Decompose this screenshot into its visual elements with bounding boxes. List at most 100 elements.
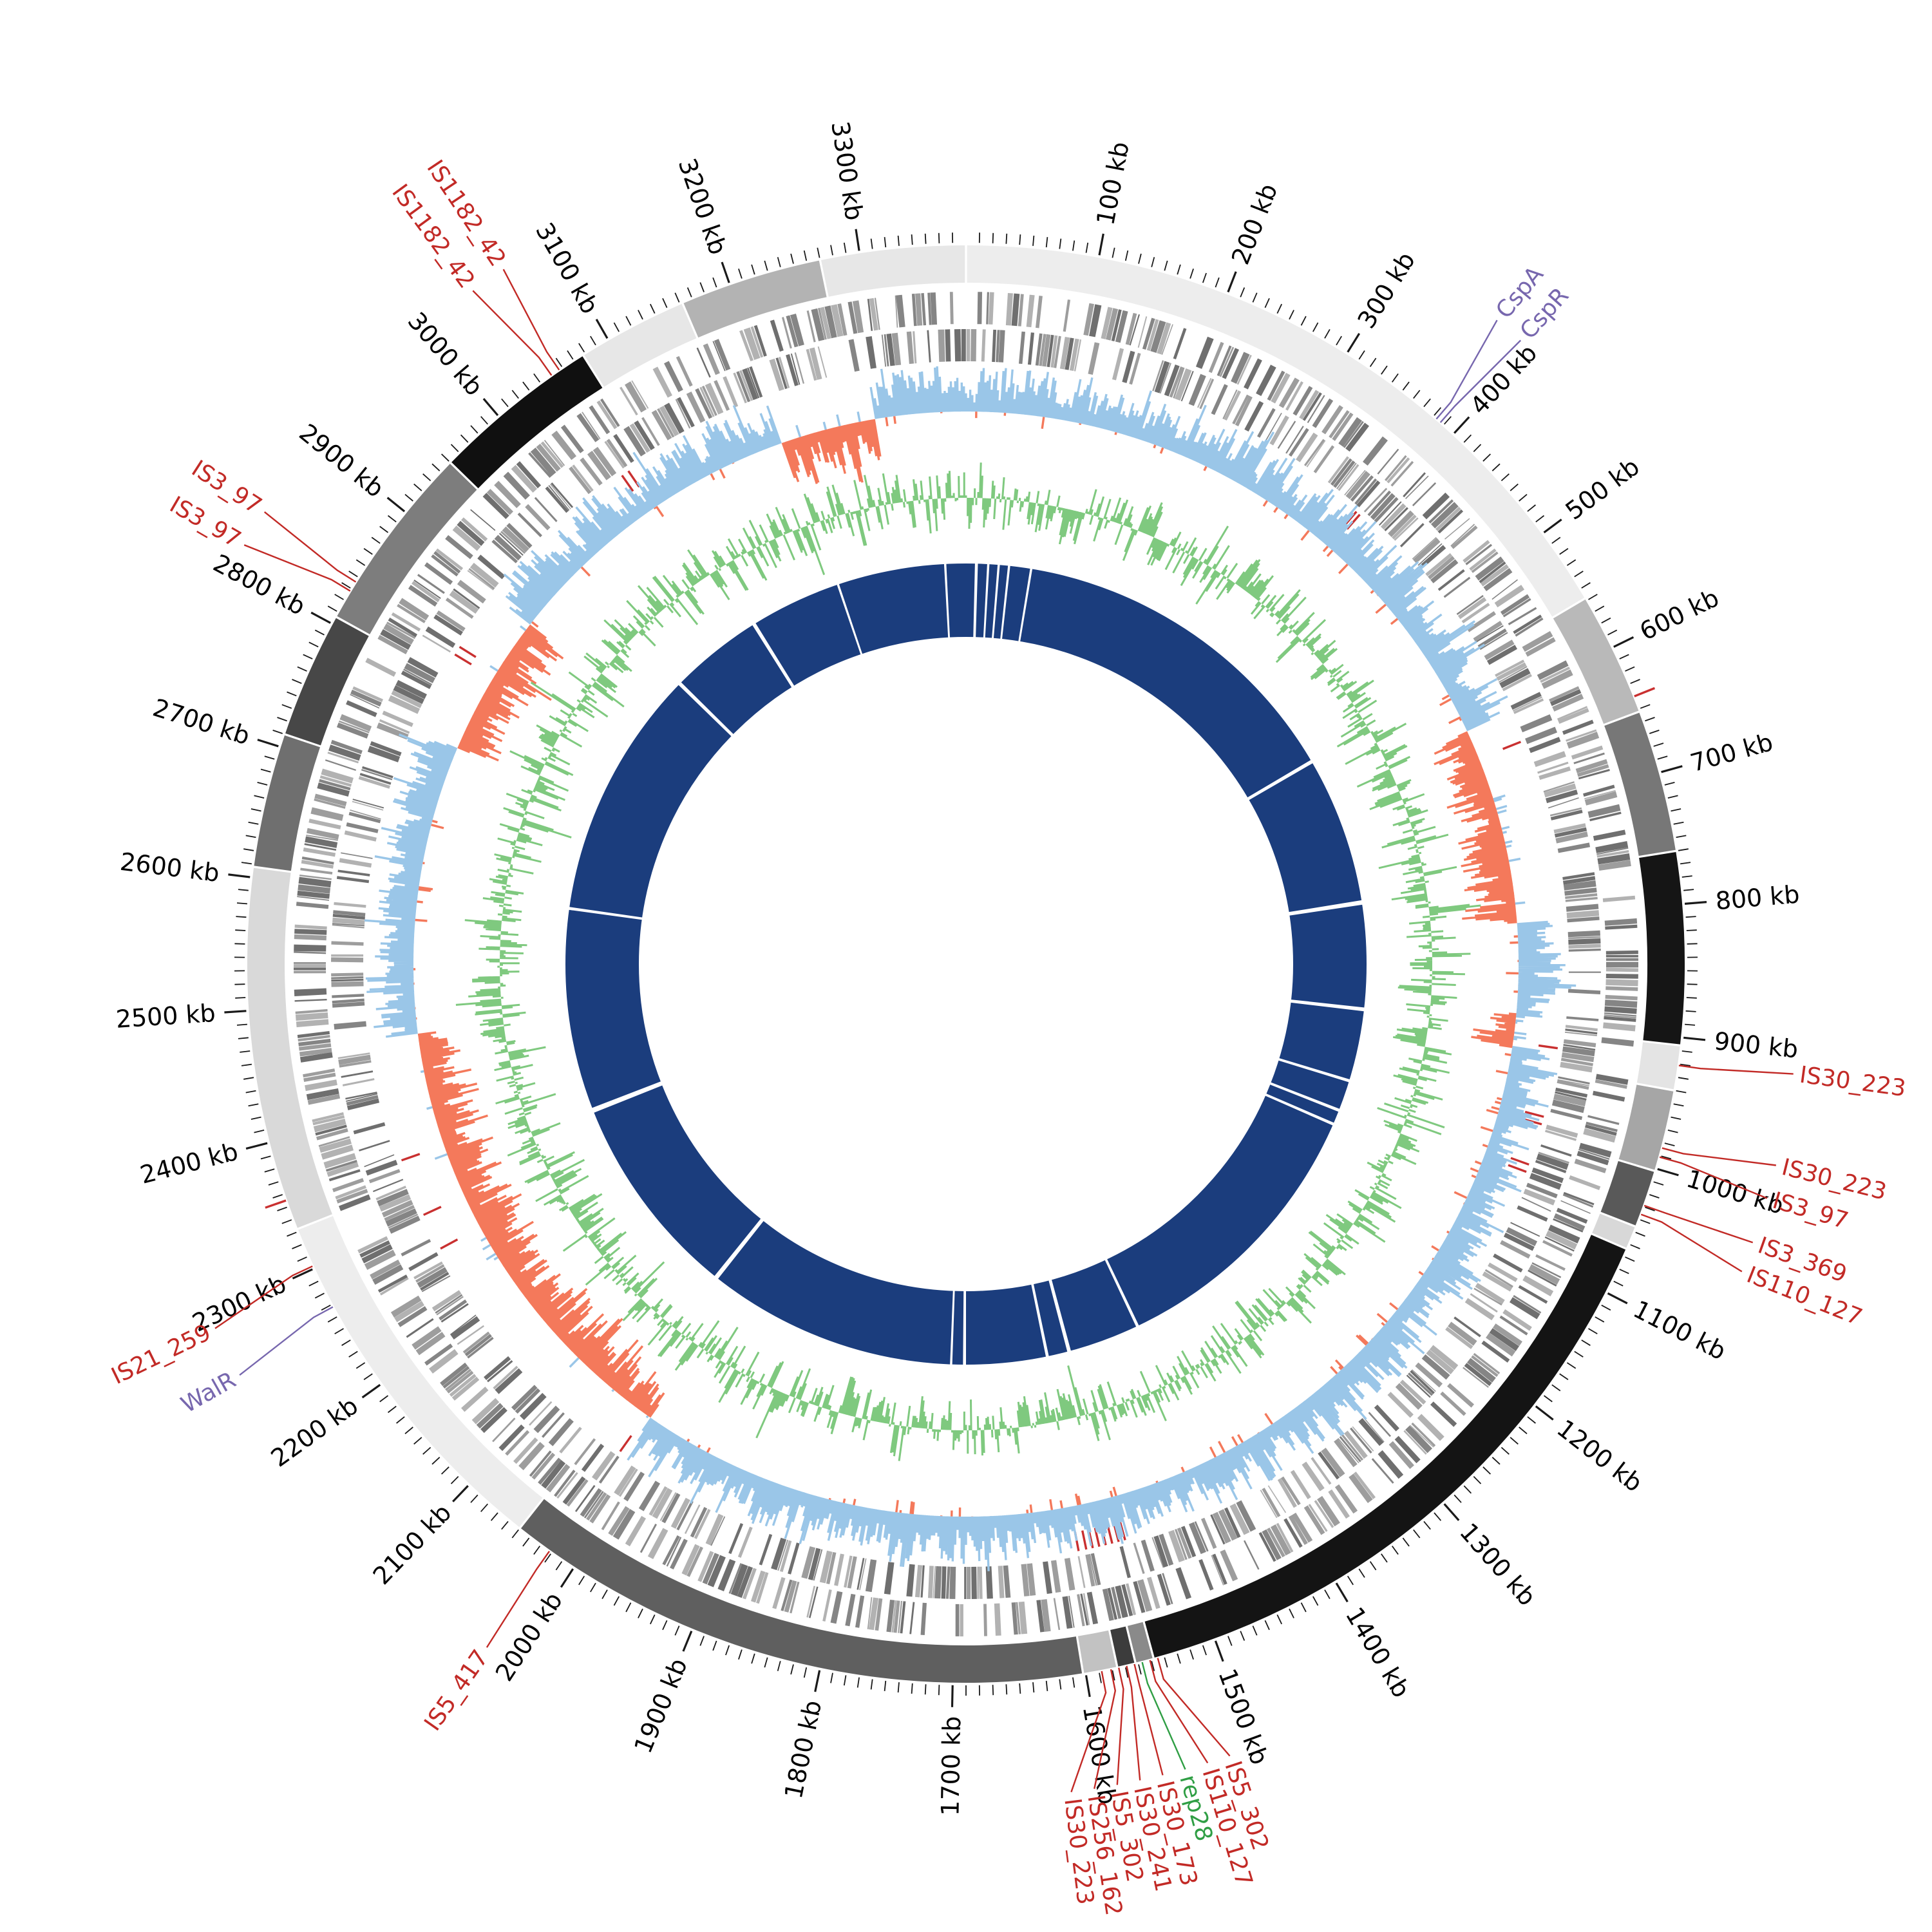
contig-segment [298,1216,543,1528]
label-leader-line [1662,1147,1776,1166]
core-ring-gap [991,562,1000,641]
label-leader-line [1070,1671,1107,1793]
label-leader-line [486,1551,550,1648]
label-leader-line [472,290,553,376]
core-ring-gap [943,561,951,640]
axis-label: 1500 kb [1213,1665,1274,1768]
core-ring [565,561,1367,1368]
gene-label: IS5_417 [419,1645,494,1736]
label-leader-line [1157,1658,1231,1757]
contig-segment [1592,1213,1635,1248]
cds-blocks [293,293,1638,1634]
contig-segment [821,245,965,297]
gc-content-track [455,462,1481,1461]
axis-label: 300 kb [1352,247,1421,333]
axis-label: 2600 kb [118,848,221,887]
label-leader-line [243,544,351,592]
core-ring-gap [751,621,796,690]
axis-label: 3100 kb [530,218,604,318]
label-leader-line [1643,1204,1754,1244]
core-ring-gap [950,1288,955,1367]
core-ring-gap [836,582,864,657]
axis-label: 1800 kb [779,1698,828,1801]
axis-label: 2100 kb [368,1499,457,1590]
contig-segment [1604,712,1676,856]
label-leader-line [1659,1156,1768,1199]
core-ring-gap [1288,999,1367,1012]
core-ring-gap [1267,1081,1342,1113]
label-leader-line [1678,1065,1794,1075]
contig-segment [1127,1622,1153,1663]
contig-segment [1144,1235,1626,1658]
gene-label: IS30_223 [1798,1062,1908,1103]
contig-segment [1077,1630,1117,1673]
gene-label: IS21_259 [108,1320,215,1390]
gc-skew-track [364,366,1577,1571]
cds-blocks [294,292,1638,1636]
axis-label: 500 kb [1560,452,1645,525]
axis-label: 3000 kb [402,307,489,401]
axis-label: 3200 kb [673,155,733,258]
skew-negative [413,412,1519,1517]
axis-label: 900 kb [1713,1027,1800,1063]
contig-segment [1600,1160,1654,1226]
axis-label: 2000 kb [490,1587,568,1686]
contig-segment [967,245,1585,617]
core-ring-gap [566,906,645,920]
label-leader-line [1141,1662,1186,1770]
core-ring-gap [589,1080,665,1114]
label-leader-line [214,1265,313,1329]
axis-label: 2400 kb [137,1137,241,1189]
axis-label: 1300 kb [1454,1518,1542,1611]
label-leader-line [1435,319,1498,420]
cds-blocks [294,292,1639,1636]
gene-label: WalR [177,1367,241,1418]
contig-segment [1636,1042,1680,1090]
label-leader-line [1640,1213,1743,1273]
cds-blocks [331,329,1601,1600]
core-ring-gap [1245,759,1315,802]
axis-label: 2500 kb [115,999,216,1034]
cds-tracks [293,292,1639,1637]
label-leader-line [1133,1663,1164,1776]
major-ticks [224,229,1707,1707]
contig-ring [247,245,1685,1683]
axis-label: 600 kb [1635,583,1723,646]
skew-positive [364,366,1577,1571]
axis-label: 100 kb [1091,140,1135,228]
axis-label: 2700 kb [149,693,253,750]
axis-label: 2900 kb [294,418,389,503]
contig-segment [584,304,697,387]
axis-label: 1400 kb [1340,1602,1416,1703]
axis-ticks [224,229,1707,1707]
label-leader-line [1116,1667,1124,1785]
contig-segment [1553,599,1639,724]
label-leader-line [1149,1660,1209,1764]
axis-label: 800 kb [1714,880,1801,916]
label-leader-line [239,1306,334,1376]
core-ring-gap [1263,1092,1336,1127]
core-ring-gap [999,563,1011,642]
core-ring-gap [713,1217,766,1281]
contig-segment [451,356,603,489]
core-ring-gap [1018,566,1033,644]
label-leader-line [1439,339,1522,423]
label-leader-line [502,269,560,371]
cds-blocks [293,292,1638,1637]
core-ring-gap [983,561,990,640]
contig-segment [521,1499,1083,1683]
contig-segment [1639,852,1685,1045]
contig-segment [285,618,369,746]
core-genome-ring [565,564,1367,1365]
label-leader-line [263,511,357,583]
axis-label: 2800 kb [209,549,310,621]
core-ring-gap [1048,1277,1072,1354]
contig-segment [337,464,477,634]
core-ring-gap [973,561,978,640]
core-ring-gap [1104,1256,1141,1329]
label-leader-line [1126,1665,1141,1781]
axis-label: 1100 kb [1629,1295,1730,1366]
core-ring-gap [1276,1057,1352,1083]
